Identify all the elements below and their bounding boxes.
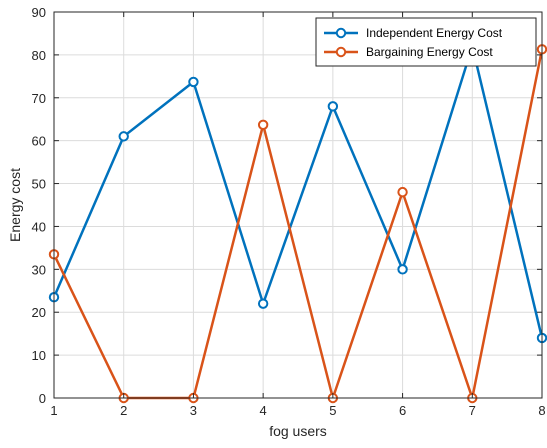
- legend-entry: Bargaining Energy Cost: [324, 45, 493, 59]
- legend-marker: [335, 46, 347, 58]
- data-point: [397, 186, 408, 198]
- x-tick-label: 4: [260, 403, 267, 418]
- data-point: [257, 119, 269, 130]
- y-tick-label: 10: [32, 348, 46, 363]
- y-tick-label: 60: [32, 134, 46, 149]
- x-tick-label: 2: [120, 403, 127, 418]
- y-tick-label: 70: [32, 91, 46, 106]
- y-axis-label: Energy cost: [7, 168, 23, 242]
- legend-marker: [335, 27, 347, 39]
- x-tick-label: 5: [329, 403, 336, 418]
- x-tick-label: 7: [469, 403, 476, 418]
- series-line: [52, 45, 544, 339]
- legend-label: Bargaining Energy Cost: [366, 45, 493, 59]
- series-1: [48, 44, 547, 404]
- legend-entry: Independent Energy Cost: [324, 26, 503, 40]
- y-tick-label: 0: [39, 391, 46, 406]
- y-tick-label: 80: [32, 48, 46, 63]
- legend: Independent Energy Cost Bargaining Energy…: [315, 17, 537, 67]
- y-tick-label: 50: [32, 177, 46, 192]
- x-tick-label: 6: [399, 403, 406, 418]
- data-point: [118, 131, 129, 142]
- legend-entries: Independent Energy Cost Bargaining Energy…: [324, 26, 503, 59]
- data-point: [327, 101, 339, 112]
- x-tick-label: 8: [538, 403, 545, 418]
- legend-box: [315, 17, 537, 67]
- x-tick-label: 3: [190, 403, 197, 418]
- series-0: [48, 41, 547, 344]
- data-point: [188, 76, 199, 88]
- data-point: [397, 264, 408, 275]
- series-line: [52, 49, 544, 400]
- plot-frame: [53, 11, 543, 399]
- plot-series: [48, 41, 547, 404]
- y-tick-label: 30: [32, 262, 46, 277]
- y-tick-label: 20: [32, 305, 46, 320]
- y-tick-label: 90: [32, 5, 46, 20]
- legend-label: Independent Energy Cost: [366, 26, 503, 40]
- x-axis-label: fog users: [269, 423, 327, 439]
- x-tick-label: 1: [50, 403, 57, 418]
- data-point: [257, 298, 269, 309]
- y-tick-label: 40: [32, 219, 46, 234]
